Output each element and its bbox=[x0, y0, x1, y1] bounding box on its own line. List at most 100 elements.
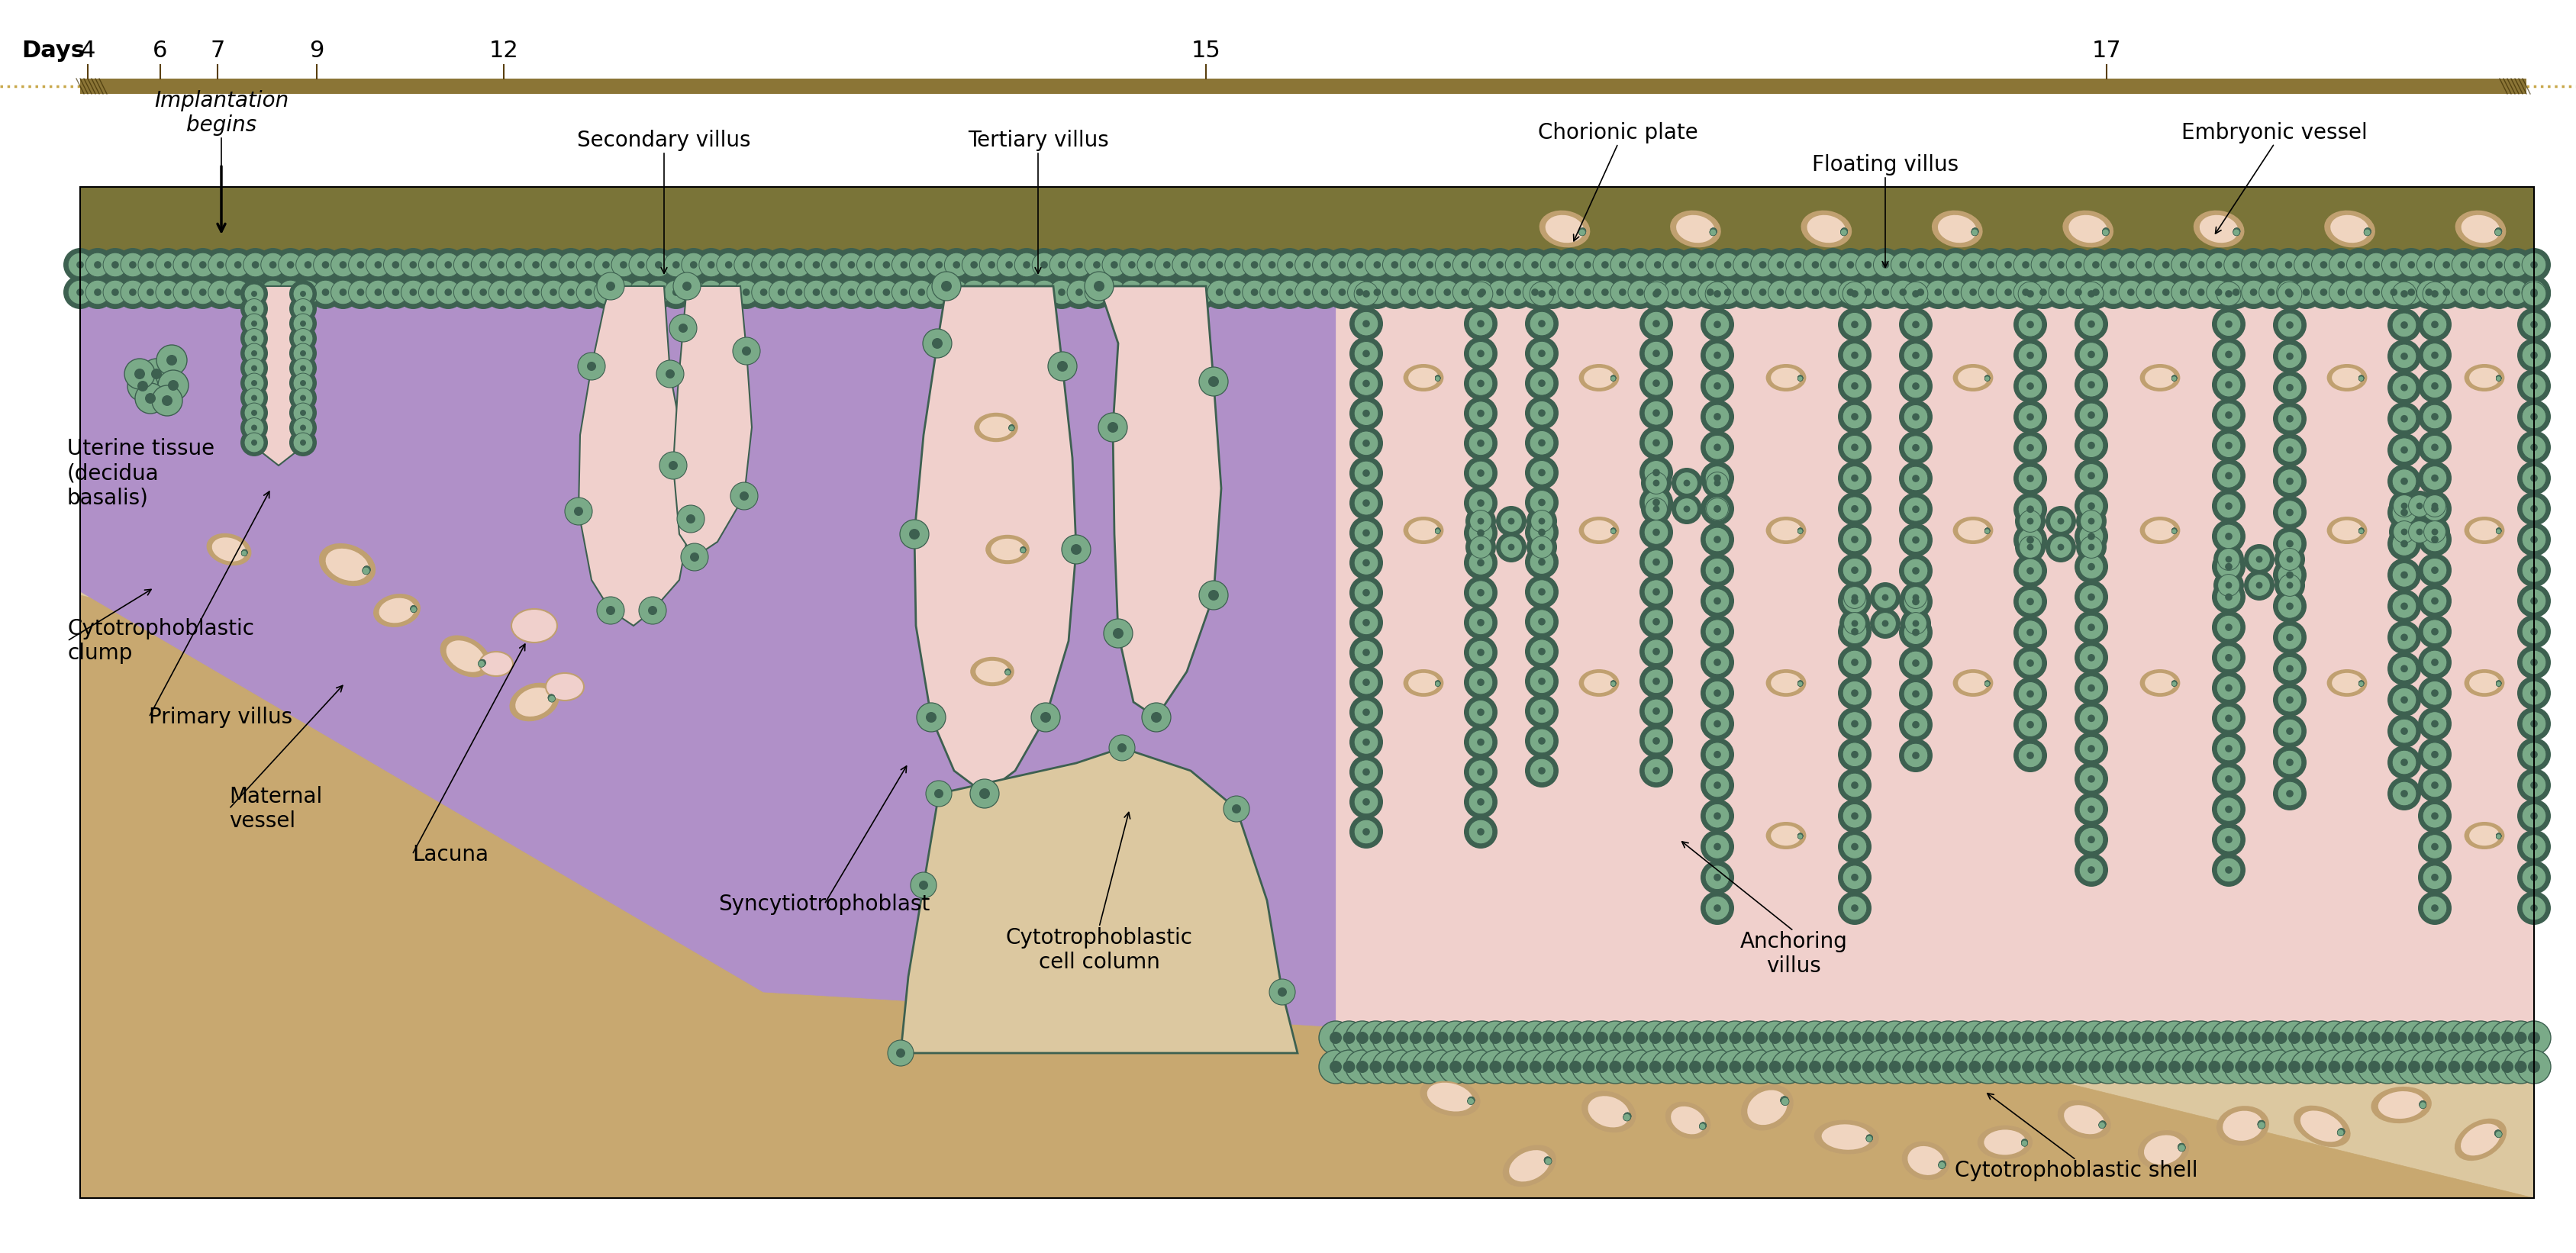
Circle shape bbox=[2522, 619, 2545, 644]
Polygon shape bbox=[914, 286, 1077, 793]
Circle shape bbox=[1015, 253, 1038, 277]
Circle shape bbox=[2478, 261, 2486, 268]
Circle shape bbox=[2105, 1021, 2138, 1055]
Circle shape bbox=[489, 253, 513, 277]
Circle shape bbox=[216, 288, 224, 296]
Circle shape bbox=[1463, 665, 1497, 699]
Circle shape bbox=[2254, 276, 2287, 309]
Circle shape bbox=[2383, 281, 2406, 304]
Circle shape bbox=[1636, 1061, 1649, 1073]
Circle shape bbox=[2388, 434, 2421, 467]
Circle shape bbox=[2470, 253, 2494, 277]
Circle shape bbox=[2411, 1021, 2445, 1055]
Circle shape bbox=[410, 606, 417, 613]
Circle shape bbox=[1785, 281, 1811, 304]
Ellipse shape bbox=[2468, 367, 2501, 388]
Circle shape bbox=[1710, 229, 1716, 236]
Circle shape bbox=[1468, 789, 1494, 814]
Circle shape bbox=[1837, 891, 1873, 925]
Circle shape bbox=[1010, 426, 1015, 431]
Circle shape bbox=[677, 323, 688, 333]
Circle shape bbox=[974, 276, 1007, 309]
Circle shape bbox=[191, 281, 214, 304]
Circle shape bbox=[971, 779, 999, 808]
Ellipse shape bbox=[2329, 214, 2370, 243]
Circle shape bbox=[2184, 276, 2218, 309]
Circle shape bbox=[1079, 248, 1113, 282]
Circle shape bbox=[1553, 248, 1587, 282]
Circle shape bbox=[1842, 228, 1847, 234]
Circle shape bbox=[917, 288, 925, 296]
Circle shape bbox=[1525, 396, 1558, 430]
Circle shape bbox=[1528, 506, 1556, 536]
Circle shape bbox=[2172, 680, 2177, 685]
Circle shape bbox=[1010, 425, 1015, 431]
Circle shape bbox=[147, 261, 155, 268]
Ellipse shape bbox=[2455, 1119, 2506, 1160]
Circle shape bbox=[1515, 261, 1520, 268]
Circle shape bbox=[1623, 1031, 1636, 1044]
Circle shape bbox=[1471, 281, 1494, 304]
Circle shape bbox=[1355, 1031, 1368, 1044]
Circle shape bbox=[1899, 708, 1932, 742]
Ellipse shape bbox=[1579, 363, 1620, 391]
Circle shape bbox=[2421, 1061, 2434, 1073]
Circle shape bbox=[2290, 1021, 2324, 1055]
Circle shape bbox=[2128, 1031, 2141, 1044]
Circle shape bbox=[2393, 469, 2416, 494]
Circle shape bbox=[1798, 1021, 1832, 1055]
Circle shape bbox=[2388, 683, 2421, 717]
Circle shape bbox=[2272, 371, 2306, 405]
Circle shape bbox=[1566, 288, 1574, 296]
Circle shape bbox=[1396, 276, 1430, 309]
Circle shape bbox=[2388, 777, 2421, 811]
Circle shape bbox=[1842, 619, 1868, 644]
Circle shape bbox=[294, 284, 312, 303]
Circle shape bbox=[1713, 659, 1721, 667]
Polygon shape bbox=[1734, 286, 1837, 916]
Circle shape bbox=[2110, 288, 2117, 296]
Circle shape bbox=[1538, 767, 1546, 774]
Circle shape bbox=[2360, 680, 2365, 685]
Circle shape bbox=[1329, 281, 1355, 304]
Circle shape bbox=[2087, 291, 2094, 297]
Circle shape bbox=[1373, 1021, 1406, 1055]
Circle shape bbox=[1654, 410, 1659, 417]
Circle shape bbox=[1507, 544, 1515, 550]
Circle shape bbox=[1121, 281, 1144, 304]
Circle shape bbox=[1448, 248, 1481, 282]
Circle shape bbox=[1731, 1021, 1765, 1055]
Circle shape bbox=[2324, 248, 2357, 282]
Circle shape bbox=[2213, 732, 2246, 766]
Circle shape bbox=[1355, 1061, 1368, 1073]
Circle shape bbox=[1700, 277, 1734, 311]
Circle shape bbox=[1628, 253, 1651, 277]
Circle shape bbox=[1468, 342, 1494, 366]
Circle shape bbox=[2496, 1131, 2501, 1138]
Circle shape bbox=[2277, 782, 2303, 806]
Circle shape bbox=[2522, 496, 2545, 521]
Circle shape bbox=[363, 566, 371, 574]
Circle shape bbox=[1654, 320, 1659, 327]
Circle shape bbox=[1837, 370, 1873, 402]
Circle shape bbox=[2388, 558, 2421, 591]
Circle shape bbox=[2517, 768, 2550, 802]
Circle shape bbox=[1842, 405, 1868, 429]
Circle shape bbox=[250, 321, 258, 327]
Circle shape bbox=[974, 248, 1007, 282]
Circle shape bbox=[291, 248, 325, 282]
Circle shape bbox=[67, 281, 93, 304]
Circle shape bbox=[1610, 1031, 1620, 1044]
Circle shape bbox=[559, 281, 582, 304]
Circle shape bbox=[935, 288, 943, 296]
Circle shape bbox=[853, 248, 886, 282]
Circle shape bbox=[2027, 752, 2035, 759]
Circle shape bbox=[2496, 228, 2501, 234]
Circle shape bbox=[1048, 352, 1077, 381]
Circle shape bbox=[2146, 261, 2151, 268]
Circle shape bbox=[2478, 288, 2486, 296]
Circle shape bbox=[2339, 1129, 2344, 1135]
Circle shape bbox=[1355, 282, 1378, 306]
Circle shape bbox=[1610, 376, 1615, 381]
Circle shape bbox=[2277, 345, 2303, 368]
